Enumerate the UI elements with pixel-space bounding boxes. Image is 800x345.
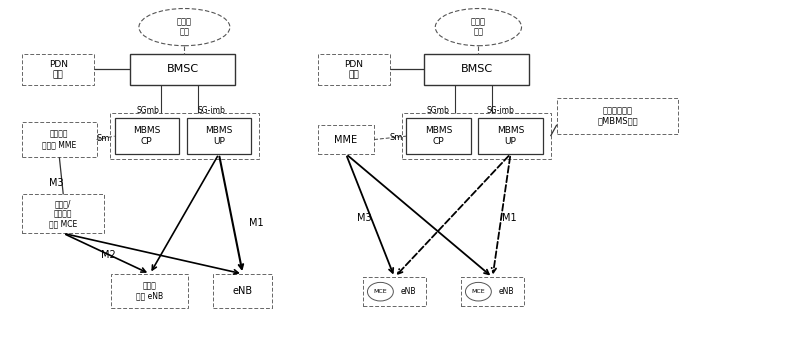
Text: PDN
网关: PDN 网关: [49, 60, 68, 79]
Text: M3: M3: [50, 178, 64, 188]
Text: Sm: Sm: [390, 133, 402, 142]
Text: 内容提
供者: 内容提 供者: [177, 17, 192, 37]
Bar: [22, 54, 94, 85]
Ellipse shape: [466, 282, 491, 301]
Text: PDN
网关: PDN 网关: [344, 60, 363, 79]
Bar: [478, 118, 542, 154]
Text: 移动性管
理实体 MME: 移动性管 理实体 MME: [42, 130, 77, 149]
Text: M3: M3: [358, 213, 372, 223]
Bar: [130, 54, 235, 85]
Text: eNB: eNB: [401, 287, 416, 296]
Bar: [406, 118, 470, 154]
Bar: [214, 274, 272, 308]
Bar: [186, 118, 251, 154]
Text: MCE: MCE: [471, 289, 486, 294]
Text: 组播和广播业
务MBMS网关: 组播和广播业 务MBMS网关: [598, 106, 638, 126]
Text: SG-imb: SG-imb: [486, 107, 514, 116]
Text: BMSC: BMSC: [166, 65, 198, 75]
Text: 多小区/
多播协同
实体 MCE: 多小区/ 多播协同 实体 MCE: [49, 199, 78, 229]
Bar: [22, 195, 105, 233]
Text: M1: M1: [250, 218, 264, 228]
Bar: [402, 113, 550, 159]
Text: BMSC: BMSC: [460, 65, 493, 75]
Bar: [318, 125, 374, 154]
Text: MCE: MCE: [374, 289, 387, 294]
Text: MBMS
UP: MBMS UP: [206, 127, 233, 146]
Text: SG-imb: SG-imb: [198, 107, 226, 116]
Bar: [557, 98, 678, 134]
Bar: [111, 274, 188, 308]
Text: SGmb: SGmb: [426, 107, 449, 116]
Text: MME: MME: [334, 135, 358, 145]
Text: MBMS
CP: MBMS CP: [133, 127, 161, 146]
Text: eNB: eNB: [498, 287, 514, 296]
Bar: [110, 113, 259, 159]
Text: M2: M2: [101, 250, 116, 260]
Text: eNB: eNB: [233, 286, 253, 296]
Text: 演进型
基站 eNB: 演进型 基站 eNB: [136, 281, 163, 300]
Bar: [22, 122, 97, 157]
Text: 内容提
供者: 内容提 供者: [471, 17, 486, 37]
Bar: [114, 118, 179, 154]
Bar: [363, 277, 426, 306]
Bar: [461, 277, 524, 306]
Ellipse shape: [367, 282, 394, 301]
Bar: [423, 54, 530, 85]
Text: SGmb: SGmb: [136, 107, 159, 116]
Bar: [318, 54, 390, 85]
Text: Sm: Sm: [97, 134, 110, 143]
Text: MBMS
UP: MBMS UP: [497, 127, 524, 146]
Text: MBMS
CP: MBMS CP: [425, 127, 452, 146]
Text: M1: M1: [502, 213, 517, 223]
